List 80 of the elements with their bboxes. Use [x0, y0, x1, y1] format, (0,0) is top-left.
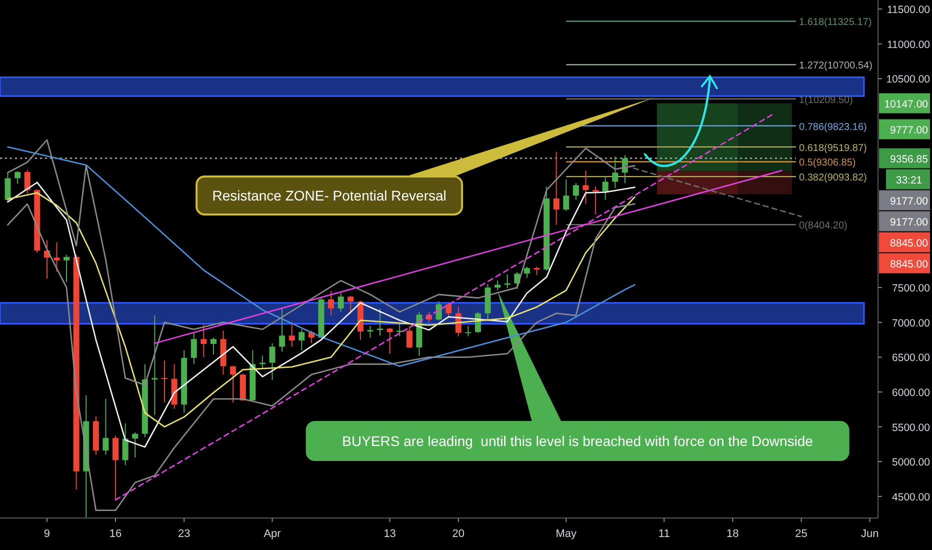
candlestick: [269, 342, 276, 381]
x-tick-label: Jun: [860, 528, 879, 540]
candlestick: [348, 295, 354, 315]
annotation: BUYERS are leading until this level is breached with force on the Downside: [342, 433, 814, 450]
candlestick: [465, 325, 472, 337]
annotation: Resistance ZONE- Potential Reversal: [212, 187, 446, 204]
candlestick: [132, 432, 138, 458]
ref-line-label: 0(8404.20): [799, 220, 848, 232]
text: 8845.00: [890, 258, 928, 270]
candlestick: [112, 435, 119, 500]
x-tick-label: 13: [384, 528, 396, 540]
candlestick: [338, 292, 344, 312]
y-tick-label: 6500.00: [892, 352, 930, 364]
y-tick-label: 4500.00: [892, 491, 930, 504]
y-tick-label: 11500.00: [886, 4, 930, 16]
candlestick: [592, 186, 599, 215]
text: 9356.85: [890, 153, 928, 166]
y-tick-label: 6000.00: [892, 386, 930, 399]
x-tick-label: 9: [44, 528, 50, 540]
text: 9177.00: [890, 216, 928, 228]
candlestick: [602, 176, 608, 200]
candlestick: [524, 266, 530, 278]
candlestick: [14, 170, 21, 184]
candlestick: [64, 254, 70, 282]
ref-line-label: 0.5(9306.85): [799, 158, 856, 169]
candlestick: [230, 366, 236, 403]
candlestick: [288, 322, 295, 348]
y-tick-label: 7500.00: [892, 282, 930, 295]
ref-line-label: 1.272(10700.54): [799, 60, 872, 72]
candlestick: [377, 308, 384, 336]
text: 33:21: [896, 174, 922, 186]
candlestick: [210, 337, 216, 355]
x-tick-label: 18: [726, 528, 739, 540]
x-tick-label: Apr: [264, 528, 282, 540]
candlestick: [367, 325, 374, 338]
candlestick: [446, 303, 452, 319]
y-tick-label: 10500.00: [886, 74, 930, 86]
ref-line-label: 1.618(11325.17): [799, 17, 872, 28]
y-tick-label: 11000.00: [886, 38, 930, 51]
candlestick: [54, 242, 60, 272]
x-tick-label: 11: [658, 528, 670, 540]
ref-line-label: 0.382(9093.82): [799, 172, 867, 184]
ref-line-label: 0.618(9519.87): [799, 142, 867, 154]
candlestick: [572, 182, 579, 200]
candlestick: [396, 323, 403, 337]
candlestick: [24, 169, 30, 194]
candlestick: [298, 328, 305, 351]
x-tick-label: 20: [452, 528, 465, 540]
x-tick-label: 23: [178, 528, 190, 540]
candlestick: [436, 300, 442, 321]
candlestick: [563, 179, 570, 212]
candlestick: [4, 172, 11, 202]
text: 9177.00: [890, 195, 928, 208]
candlestick: [612, 156, 618, 188]
candlestick: [279, 308, 286, 352]
candlestick: [504, 274, 510, 289]
candlestick: [152, 314, 158, 416]
candlestick: [406, 326, 412, 349]
x-tick-label: 25: [795, 528, 808, 540]
y-tick-label: 7000.00: [892, 317, 930, 330]
candlestick: [102, 398, 109, 456]
candlestick: [259, 355, 266, 370]
candlestick: [190, 332, 197, 365]
ref-line-label: 0.786(9823.16): [799, 122, 867, 133]
y-tick-label: 5500.00: [892, 422, 930, 434]
text: 9777.00: [890, 124, 928, 136]
candlestick: [494, 280, 501, 291]
y-tick-label: 5000.00: [892, 456, 930, 469]
candlestick: [328, 290, 334, 316]
x-tick-label: 16: [109, 528, 122, 540]
x-tick-label: May: [556, 528, 578, 540]
ref-line-label: 1(10209.50): [799, 94, 853, 106]
candlestick: [582, 170, 589, 204]
candlestick: [553, 151, 560, 226]
candlestick: [386, 327, 393, 354]
text: 8845.00: [890, 237, 928, 250]
candlestick: [122, 422, 128, 466]
text: 10147.00: [884, 98, 928, 110]
candlestick: [200, 323, 207, 358]
candlestick: [161, 360, 168, 403]
